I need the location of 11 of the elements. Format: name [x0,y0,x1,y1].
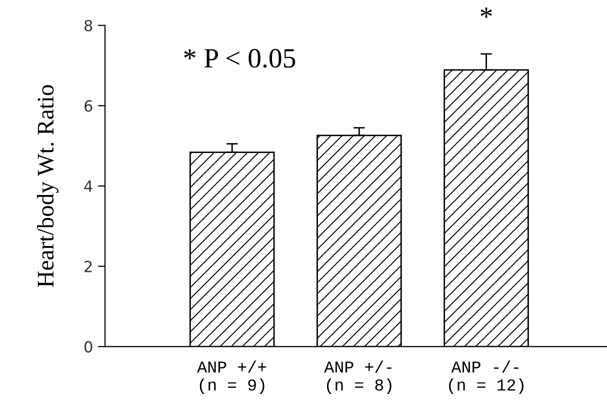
y-tick-label: 6 [84,100,92,112]
y-tick-label: 4 [84,180,92,192]
x-tick-label: ANP +/+ (n = 9) [197,360,266,394]
x-tick-label: ANP +/- (n = 8) [324,360,392,394]
annotation: * P < 0.05 [184,48,296,68]
y-tick-label: 2 [84,260,92,272]
y-axis-title: Heart/body Wt. Ratio [37,85,58,288]
y-tick-label: 8 [84,20,92,32]
x-tick-label: ANP -/- (n = 12) [449,360,524,394]
y-tick-label: 0 [84,341,92,353]
annotation: * [480,8,492,18]
